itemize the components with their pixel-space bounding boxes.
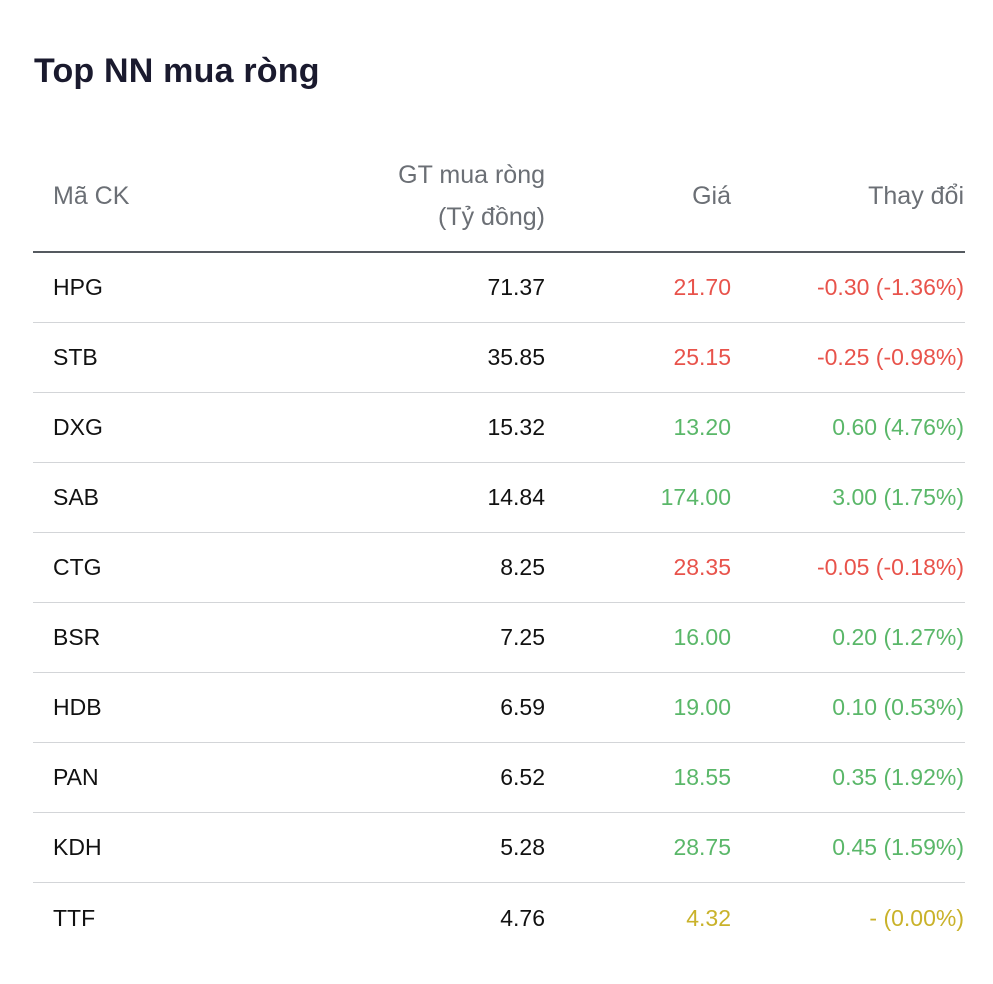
cell-code[interactable]: BSR bbox=[53, 624, 101, 650]
cell-value: 71.37 bbox=[487, 274, 545, 300]
table-row[interactable]: KDH 5.28 28.75 0.45 (1.59%) bbox=[33, 813, 965, 883]
cell-code[interactable]: HDB bbox=[53, 694, 102, 720]
table-row[interactable]: HDB 6.59 19.00 0.10 (0.53%) bbox=[33, 673, 965, 743]
cell-change: 0.35 (1.92%) bbox=[832, 764, 964, 790]
header-net-buy-value-line1: GT mua ròng bbox=[398, 160, 545, 189]
cell-value: 15.32 bbox=[487, 414, 545, 440]
cell-value: 35.85 bbox=[487, 344, 545, 370]
cell-price: 25.15 bbox=[673, 344, 731, 370]
cell-price: 28.35 bbox=[673, 554, 731, 580]
table-row[interactable]: BSR 7.25 16.00 0.20 (1.27%) bbox=[33, 603, 965, 673]
cell-value: 14.84 bbox=[487, 484, 545, 510]
table-row[interactable]: TTF 4.76 4.32 - (0.00%) bbox=[33, 883, 965, 953]
table-row[interactable]: STB 35.85 25.15 -0.25 (-0.98%) bbox=[33, 323, 965, 393]
cell-code[interactable]: SAB bbox=[53, 484, 100, 510]
cell-change: 0.45 (1.59%) bbox=[832, 834, 964, 860]
cell-code[interactable]: KDH bbox=[53, 834, 102, 860]
cell-price: 4.32 bbox=[686, 904, 731, 931]
header-net-buy-value: GT mua ròng (Tỷ đồng) bbox=[259, 154, 545, 238]
cell-change: 0.60 (4.76%) bbox=[832, 414, 964, 440]
cell-change: 3.00 (1.75%) bbox=[832, 484, 964, 510]
header-change: Thay đổi bbox=[868, 181, 964, 210]
cell-change: 0.20 (1.27%) bbox=[832, 624, 964, 650]
cell-code[interactable]: HPG bbox=[53, 274, 103, 300]
net-buy-table: Mã CK GT mua ròng (Tỷ đồng) Giá Thay đổi… bbox=[33, 140, 965, 953]
cell-value: 7.25 bbox=[500, 624, 545, 650]
cell-code[interactable]: PAN bbox=[53, 764, 99, 790]
cell-price: 21.70 bbox=[673, 274, 731, 300]
cell-change: -0.05 (-0.18%) bbox=[816, 554, 964, 580]
cell-price: 13.20 bbox=[673, 414, 731, 440]
cell-price: 19.00 bbox=[673, 694, 731, 720]
header-net-buy-value-line2: (Tỷ đồng) bbox=[438, 202, 545, 231]
cell-value: 8.25 bbox=[500, 554, 545, 580]
cell-price: 16.00 bbox=[673, 624, 731, 650]
table-row[interactable]: HPG 71.37 21.70 -0.30 (-1.36%) bbox=[33, 253, 965, 323]
table-row[interactable]: DXG 15.32 13.20 0.60 (4.76%) bbox=[33, 393, 965, 463]
table-row[interactable]: CTG 8.25 28.35 -0.05 (-0.18%) bbox=[33, 533, 965, 603]
cell-price: 174.00 bbox=[660, 484, 731, 510]
cell-change: -0.30 (-1.36%) bbox=[816, 274, 964, 300]
header-code: Mã CK bbox=[53, 181, 130, 210]
cell-value: 5.28 bbox=[500, 834, 545, 860]
table-row[interactable]: PAN 6.52 18.55 0.35 (1.92%) bbox=[33, 743, 965, 813]
cell-change: -0.25 (-0.98%) bbox=[816, 344, 964, 370]
table-header: Mã CK GT mua ròng (Tỷ đồng) Giá Thay đổi bbox=[33, 140, 965, 253]
cell-change: 0.10 (0.53%) bbox=[832, 694, 964, 720]
cell-code[interactable]: DXG bbox=[53, 414, 103, 440]
cell-price: 18.55 bbox=[673, 764, 731, 790]
card-title: Top NN mua ròng bbox=[34, 52, 320, 90]
cell-code[interactable]: TTF bbox=[53, 904, 96, 931]
cell-price: 28.75 bbox=[673, 834, 731, 860]
cell-code[interactable]: CTG bbox=[53, 554, 102, 580]
cell-code[interactable]: STB bbox=[53, 344, 98, 370]
cell-value: 4.76 bbox=[500, 904, 545, 931]
header-price: Giá bbox=[692, 181, 731, 210]
table-row[interactable]: SAB 14.84 174.00 3.00 (1.75%) bbox=[33, 463, 965, 533]
cell-value: 6.59 bbox=[500, 694, 545, 720]
cell-value: 6.52 bbox=[500, 764, 545, 790]
cell-change: - (0.00%) bbox=[869, 904, 964, 931]
table-body: HPG 71.37 21.70 -0.30 (-1.36%) STB 35.85… bbox=[33, 253, 965, 953]
